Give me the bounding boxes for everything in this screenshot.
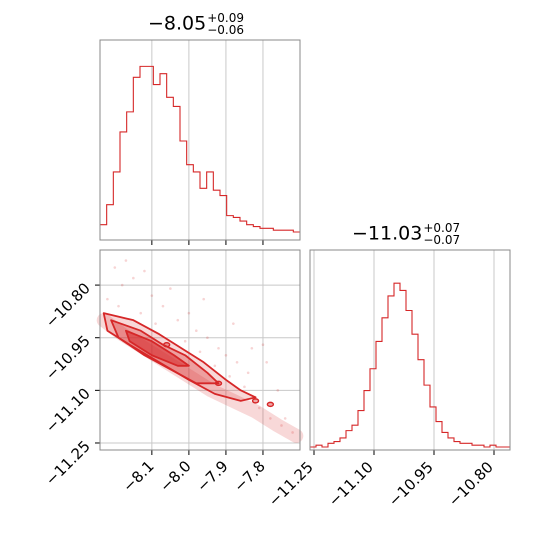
sample-point-21 [154, 322, 157, 325]
sample-point-29 [280, 424, 283, 427]
contour-level-inner [125, 329, 190, 367]
contour-x-tick-label-2: −7.9 [193, 457, 231, 495]
contour-island-3 [214, 380, 223, 387]
sample-point-33 [232, 322, 235, 325]
contour-island-1 [266, 401, 275, 408]
panel-x-histogram [99, 39, 301, 245]
contour-island-2 [162, 342, 171, 348]
contour-level-outer [102, 312, 257, 402]
x-hist-frame [99, 39, 301, 241]
x-title-upper: +0.09 [207, 11, 245, 25]
sample-point-8 [194, 329, 198, 333]
sample-point-11 [224, 353, 228, 357]
contour-x-tick-label-1: −8.0 [156, 457, 194, 495]
sample-point-28 [269, 417, 272, 420]
y-title-value: −11.03 [352, 222, 423, 245]
contour-y-tick-label-2: −11.10 [42, 384, 94, 436]
sample-point-7 [187, 311, 191, 315]
sample-point-0 [113, 266, 117, 269]
sample-point-12 [235, 360, 239, 364]
y-hist-tick-label-2: −10.95 [385, 458, 437, 510]
contour-y-tick-label-3: −11.25 [42, 437, 94, 489]
sample-point-16 [283, 417, 287, 420]
y-hist-frame [309, 249, 511, 451]
sample-point-13 [246, 371, 250, 375]
sample-point-5 [169, 287, 172, 290]
sample-point-22 [183, 339, 187, 343]
sample-point-2 [132, 276, 135, 280]
sample-point-26 [243, 385, 246, 389]
sample-point-30 [124, 259, 128, 262]
sample-point-35 [265, 360, 268, 364]
contour-x-tick-label-0: −8.1 [119, 457, 157, 495]
sample-point-34 [250, 346, 254, 350]
sample-point-4 [161, 304, 165, 308]
x-title-errors: +0.09 −0.06 [207, 12, 244, 36]
contour-y-tick-label-1: −10.95 [42, 332, 94, 384]
sample-point-32 [202, 297, 206, 301]
contour-frame [99, 249, 301, 451]
sample-point-17 [291, 431, 294, 434]
contour-x-tick-label-3: −7.8 [230, 457, 268, 495]
sample-point-24 [213, 364, 217, 368]
y-hist-tick-label-3: −10.80 [445, 458, 497, 510]
sample-point-20 [139, 311, 143, 315]
sample-point-27 [257, 406, 261, 410]
panel-xy-contour: −8.1−8.0−7.9−7.8 −10.80−10.95−11.10−11.25 [42, 249, 304, 496]
y-hist-tick-label-1: −11.10 [325, 458, 377, 510]
panel-y-histogram: −11.25 −11.10 −10.95 −10.80 [265, 249, 511, 510]
sample-point-18 [106, 297, 109, 301]
x-title-value: −8.05 [148, 12, 207, 35]
sample-point-31 [143, 269, 146, 273]
y-hist-tick-label-0: −11.25 [265, 458, 317, 510]
sample-point-15 [276, 389, 280, 392]
y-title-lower: −0.07 [423, 233, 461, 247]
y-title-upper: +0.07 [423, 221, 461, 235]
sample-point-1 [120, 283, 124, 287]
contour-y-tick-label-0: −10.80 [42, 279, 94, 331]
sample-point-19 [117, 304, 120, 308]
y-title-errors: +0.07 −0.07 [423, 222, 460, 246]
sample-point-10 [217, 346, 220, 350]
y-histogram-step [310, 282, 510, 448]
sample-point-23 [198, 350, 202, 354]
sample-point-9 [206, 336, 209, 340]
sample-point-3 [150, 294, 154, 297]
sample-point-6 [176, 318, 180, 322]
x-histogram-step [100, 65, 300, 233]
y-parameter-title: −11.03 +0.07 −0.07 [352, 222, 460, 246]
x-title-lower: −0.06 [207, 23, 245, 37]
contour-island-0 [251, 398, 260, 404]
sample-point-14 [261, 343, 265, 347]
sample-point-25 [228, 375, 231, 378]
x-parameter-title: −8.05 +0.09 −0.06 [148, 12, 244, 36]
